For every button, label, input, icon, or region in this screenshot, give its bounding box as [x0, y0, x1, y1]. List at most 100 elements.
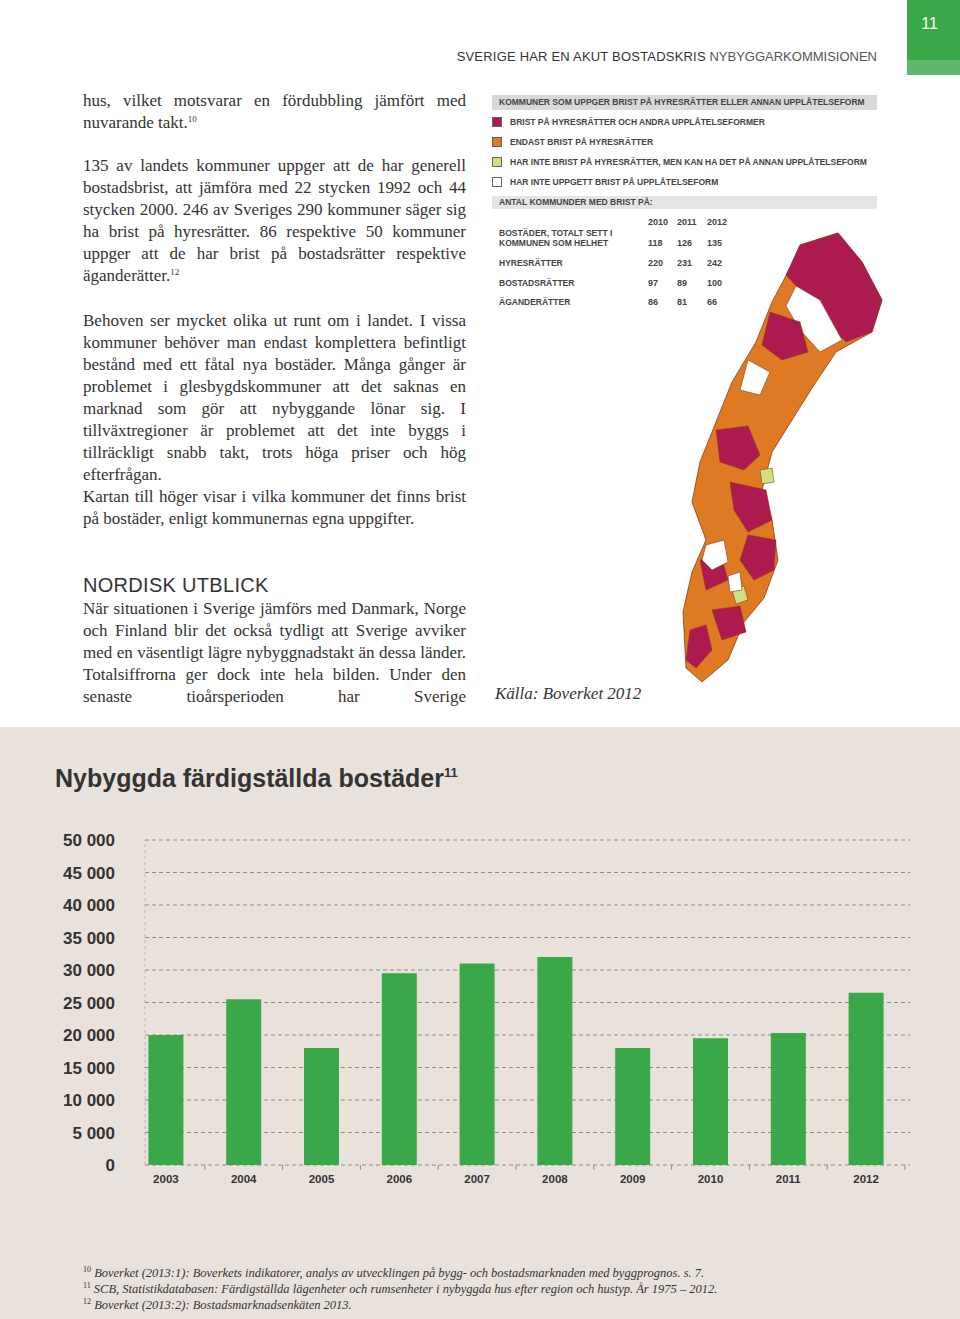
table-column: 2010: [648, 217, 668, 227]
table-cell: 126: [677, 238, 692, 248]
x-tick-label: 2005: [309, 1173, 335, 1185]
y-tick-label: 10 000: [63, 1091, 115, 1110]
footnote-ref: 12: [170, 267, 179, 277]
y-tick-label: 30 000: [63, 961, 115, 980]
footnote-number: 12: [83, 1297, 91, 1306]
x-tick: [905, 1165, 906, 1170]
footnote: 11 SCB, Statistikdatabasen: Färdigställd…: [83, 1282, 717, 1297]
paragraph: hus, vilket motsvarar en fördubbling jäm…: [83, 90, 466, 134]
footnote-text: Boverket (2013:1): Boverkets indikatorer…: [94, 1266, 704, 1280]
grid-line: [145, 970, 910, 971]
map-title: KOMMUNER SOM UPPGER BRIST PÅ HYRESRÄTTER…: [499, 97, 865, 107]
y-tick-label: 45 000: [63, 864, 115, 883]
bar: [537, 957, 572, 1165]
y-tick-label: 35 000: [63, 929, 115, 948]
grid-line: [145, 840, 910, 841]
table-cell: 231: [677, 258, 692, 268]
x-tick: [671, 1165, 672, 1170]
chart-title-text: Nybyggda färdigställda bostäder: [55, 764, 444, 792]
table-cell: 118: [648, 238, 663, 248]
bar: [226, 999, 261, 1165]
legend-swatch: [492, 137, 502, 147]
table-row-label: HYRESRÄTTER: [499, 258, 629, 268]
x-tick-label: 2009: [620, 1173, 646, 1185]
page: 11 SVERIGE HAR EN AKUT BOSTADSKRIS NYBYGG…: [0, 0, 960, 1319]
x-tick-label: 2006: [387, 1173, 413, 1185]
paragraph-text: hus, vilket motsvarar en fördubbling jäm…: [83, 91, 466, 132]
table-cell: 86: [648, 297, 658, 307]
y-tick-label: 15 000: [63, 1059, 115, 1078]
bar: [460, 964, 495, 1166]
table-cell: 66: [707, 297, 717, 307]
legend-label: ENDAST BRIST PÅ HYRESRÄTTER: [510, 137, 653, 147]
y-tick-label: 5 000: [72, 1124, 115, 1143]
x-tick-label: 2010: [698, 1173, 724, 1185]
footnote: 10 Boverket (2013:1): Boverkets indikato…: [83, 1266, 704, 1281]
footnote-number: 11: [83, 1281, 91, 1290]
chart-title: Nybyggda färdigställda bostäder11: [55, 764, 458, 793]
map-region: [716, 426, 760, 470]
bar: [148, 1035, 183, 1165]
map-region: [712, 606, 746, 640]
paragraph-text: Behoven ser mycket olika ut runt om i la…: [83, 311, 466, 484]
grid-line: [145, 872, 910, 873]
footnote-text: SCB, Statistikdatabasen: Färdigställda l…: [94, 1282, 718, 1296]
x-tick-label: 2003: [153, 1173, 179, 1185]
table-cell: 100: [707, 278, 722, 288]
x-tick-label: 2008: [542, 1173, 568, 1185]
y-tick-label: 40 000: [63, 896, 115, 915]
bar: [693, 1038, 728, 1165]
paragraph: Kartan till höger visar i vilka kommuner…: [83, 486, 466, 530]
y-tick-label: 0: [106, 1156, 115, 1175]
paragraph-text: 135 av landets kommuner uppger att de ha…: [83, 156, 466, 285]
map: [0, 0, 960, 720]
chart-title-note: 11: [444, 765, 458, 780]
running-title-bold: SVERIGE HAR EN AKUT BOSTADSKRIS: [457, 49, 706, 64]
x-tick: [749, 1165, 750, 1170]
running-title-light: NYBYGGARKOMMISIONEN: [709, 49, 877, 64]
grid-line: [145, 905, 910, 906]
legend-label: HAR INTE BRIST PÅ HYRESRÄTTER, MEN KAN H…: [510, 157, 867, 167]
x-tick: [360, 1165, 361, 1170]
x-tick: [516, 1165, 517, 1170]
footnote: 12 Boverket (2013:2): Bostadsmarknadsenk…: [83, 1298, 352, 1313]
x-tick-label: 2004: [231, 1173, 257, 1185]
map-region: [686, 625, 712, 668]
map-source: Källa: Boverket 2012: [495, 684, 641, 704]
x-tick-label: 2012: [853, 1173, 879, 1185]
map-region: [760, 468, 774, 484]
paragraph: Behoven ser mycket olika ut runt om i la…: [83, 310, 466, 486]
table-row-label: BOSTADSRÄTTER: [499, 278, 629, 288]
paragraph: 135 av landets kommuner uppger att de ha…: [83, 155, 466, 287]
bar: [771, 1033, 806, 1165]
footnote-text: Boverket (2013:2): Bostadsmarknadsenkäte…: [94, 1298, 352, 1312]
x-tick: [204, 1165, 205, 1170]
legend-swatch: [492, 157, 502, 167]
bar: [615, 1048, 650, 1165]
table-column: 2012: [707, 217, 727, 227]
x-tick: [282, 1165, 283, 1170]
table-cell: 135: [707, 238, 722, 248]
map-region: [762, 312, 808, 360]
x-tick-label: 2011: [776, 1173, 802, 1185]
y-tick-label: 20 000: [63, 1026, 115, 1045]
x-tick-label: 2007: [464, 1173, 490, 1185]
table-column: 2011: [677, 217, 697, 227]
running-title: SVERIGE HAR EN AKUT BOSTADSKRIS NYBYGGAR…: [457, 49, 877, 64]
map-region: [740, 535, 776, 580]
x-tick: [438, 1165, 439, 1170]
map-region: [702, 540, 728, 570]
legend-swatch: [492, 117, 502, 127]
table-row-label: BOSTÄDER, TOTALT SETT I KOMMUNEN SOM HEL…: [499, 228, 629, 248]
table-cell: 242: [707, 258, 722, 268]
y-tick-label: 50 000: [63, 831, 115, 850]
footnote-ref: 10: [188, 114, 197, 124]
bars: [148, 957, 883, 1165]
grid-line: [145, 937, 910, 938]
bar: [849, 993, 884, 1165]
legend-swatch: [492, 177, 502, 187]
paragraph-text: Kartan till höger visar i vilka kommuner…: [83, 487, 466, 528]
bar: [382, 973, 417, 1165]
table-cell: 81: [677, 297, 687, 307]
table-row-label: ÄGANDERÄTTER: [499, 297, 629, 307]
